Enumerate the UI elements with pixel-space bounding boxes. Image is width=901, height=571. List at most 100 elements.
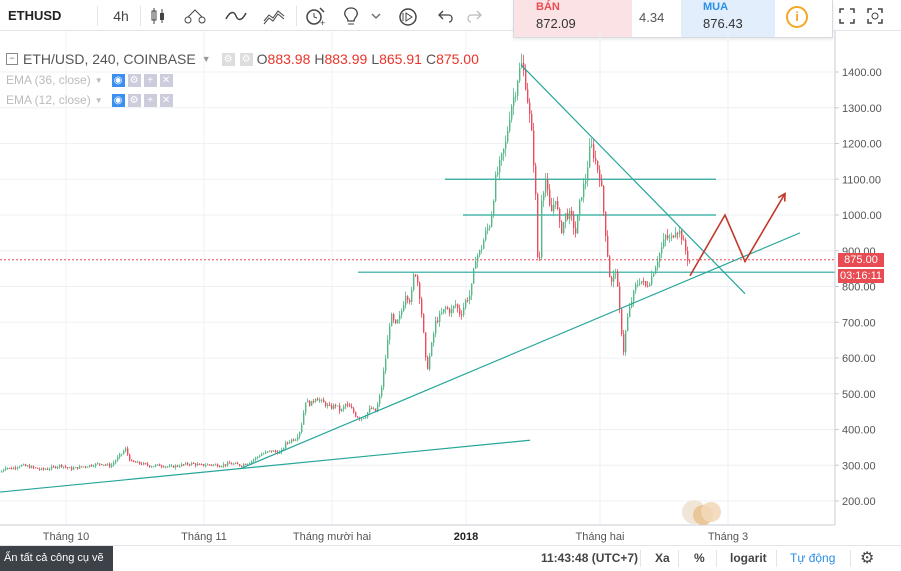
candle-body bbox=[505, 141, 507, 149]
eye-icon[interactable]: ◉ bbox=[111, 73, 125, 87]
snapshot-icon[interactable] bbox=[864, 0, 886, 31]
more-icon[interactable]: + bbox=[143, 73, 157, 87]
candle-body bbox=[213, 464, 215, 466]
candle-body bbox=[477, 255, 479, 262]
candle-body bbox=[175, 465, 177, 468]
trade-widget: BÁN 872.09 4.34 MUA 876.43 i bbox=[513, 0, 833, 38]
candle-body bbox=[485, 230, 487, 241]
candle-body bbox=[399, 315, 401, 320]
settings-icon[interactable]: ⚙ bbox=[127, 93, 141, 107]
info-icon[interactable]: i bbox=[786, 6, 808, 28]
candle-body bbox=[517, 81, 519, 96]
candle-body bbox=[519, 67, 521, 82]
candle-body bbox=[625, 331, 627, 353]
undo-icon[interactable] bbox=[436, 0, 456, 31]
percent-button[interactable]: % bbox=[694, 551, 705, 565]
redo-icon[interactable] bbox=[464, 0, 484, 31]
trendline-long-support bbox=[0, 439, 531, 493]
auto-scale-button[interactable]: Tự động bbox=[790, 551, 836, 565]
high-label: H bbox=[314, 51, 325, 67]
fullscreen-icon[interactable] bbox=[836, 0, 858, 31]
candle-body bbox=[577, 215, 579, 234]
settings-icon-2[interactable]: ⚙ bbox=[239, 52, 253, 66]
candle-body bbox=[507, 130, 509, 142]
candle-body bbox=[611, 277, 613, 282]
candle-body bbox=[103, 464, 105, 466]
more-icon[interactable]: + bbox=[143, 93, 157, 107]
candle-body bbox=[629, 307, 631, 317]
candle-body bbox=[121, 453, 123, 455]
ema-12-menu-icon[interactable]: ▼ bbox=[94, 95, 103, 105]
interval-selector[interactable]: 4h bbox=[113, 7, 129, 24]
extended-button[interactable]: Xa bbox=[655, 551, 670, 565]
alert-icon[interactable]: + bbox=[303, 0, 327, 31]
candle-body bbox=[647, 285, 649, 287]
candle-body bbox=[225, 464, 227, 466]
candle-body bbox=[343, 406, 345, 410]
candle-body bbox=[111, 464, 113, 467]
candle-body bbox=[163, 466, 165, 468]
candle-body bbox=[627, 316, 629, 332]
chevron-down-icon[interactable] bbox=[369, 0, 383, 31]
gear-icon[interactable]: ⚙ bbox=[860, 550, 875, 567]
price-chart[interactable]: 200.00 300.00 400.00 500.00 600.00 700.00 800.… bbox=[0, 31, 901, 545]
candle-body bbox=[247, 463, 249, 465]
candle-body bbox=[587, 167, 589, 181]
settings-icon[interactable]: ⚙ bbox=[127, 73, 141, 87]
replay-icon[interactable] bbox=[396, 0, 420, 31]
candle-body bbox=[333, 404, 335, 409]
candle-body bbox=[35, 467, 37, 469]
candle-body bbox=[137, 461, 139, 463]
candle-body bbox=[503, 148, 505, 154]
candle-body bbox=[7, 467, 9, 469]
candle-body bbox=[535, 165, 537, 195]
low-label: L bbox=[371, 51, 380, 67]
collapse-icon[interactable]: − bbox=[6, 53, 18, 65]
candle-body bbox=[369, 408, 371, 413]
eye-icon[interactable]: ◉ bbox=[111, 93, 125, 107]
close-icon[interactable]: ✕ bbox=[159, 73, 173, 87]
candle-body bbox=[149, 465, 151, 467]
price-tick-label: 600.00 bbox=[842, 353, 876, 365]
ideas-icon[interactable] bbox=[342, 0, 360, 31]
settings-icon[interactable]: ⚙ bbox=[221, 52, 235, 66]
candle-body bbox=[655, 267, 657, 274]
candle-body bbox=[591, 144, 593, 147]
candle-body bbox=[257, 456, 259, 458]
ema-36-label[interactable]: EMA (36, close) bbox=[6, 73, 91, 87]
candle-body bbox=[151, 466, 153, 468]
candles-icon[interactable] bbox=[148, 0, 168, 31]
symbol-selector[interactable]: ETHUSD bbox=[8, 8, 62, 23]
candle-body bbox=[355, 412, 357, 417]
candle-body bbox=[473, 268, 475, 284]
candle-body bbox=[309, 400, 311, 406]
indicators-icon[interactable] bbox=[224, 0, 248, 31]
clock[interactable]: 11:43:48 (UTC+7) bbox=[541, 551, 639, 565]
hide-drawings-button[interactable]: Ẩn tất cả công cụ vẽ bbox=[0, 546, 113, 571]
candle-body bbox=[571, 210, 573, 215]
candle-body bbox=[113, 462, 115, 465]
ema-12-label[interactable]: EMA (12, close) bbox=[6, 93, 91, 107]
time-tick-label: Tháng mười hai bbox=[293, 531, 371, 543]
candle-body bbox=[317, 398, 319, 401]
compare-icon[interactable] bbox=[182, 0, 208, 31]
candle-body bbox=[223, 464, 225, 467]
price-tick-label: 300.00 bbox=[842, 460, 876, 472]
candle-body bbox=[645, 281, 647, 286]
sell-button[interactable]: BÁN 872.09 bbox=[514, 0, 632, 37]
candle-body bbox=[639, 283, 641, 285]
close-icon[interactable]: ✕ bbox=[159, 93, 173, 107]
candle-body bbox=[215, 464, 217, 466]
ema-36-menu-icon[interactable]: ▼ bbox=[94, 75, 103, 85]
candle-body bbox=[665, 235, 667, 240]
templates-icon[interactable] bbox=[262, 0, 286, 31]
candle-body bbox=[327, 404, 329, 407]
buy-button[interactable]: MUA 876.43 bbox=[681, 0, 775, 37]
log-button[interactable]: logarit bbox=[730, 551, 767, 565]
candle-body bbox=[165, 466, 167, 468]
candle-body bbox=[167, 466, 169, 468]
legend-title[interactable]: ETH/USD, 240, COINBASE bbox=[23, 51, 196, 67]
candle-body bbox=[273, 450, 275, 452]
legend-menu-icon[interactable]: ▼ bbox=[201, 54, 211, 64]
candle-body bbox=[439, 313, 441, 322]
